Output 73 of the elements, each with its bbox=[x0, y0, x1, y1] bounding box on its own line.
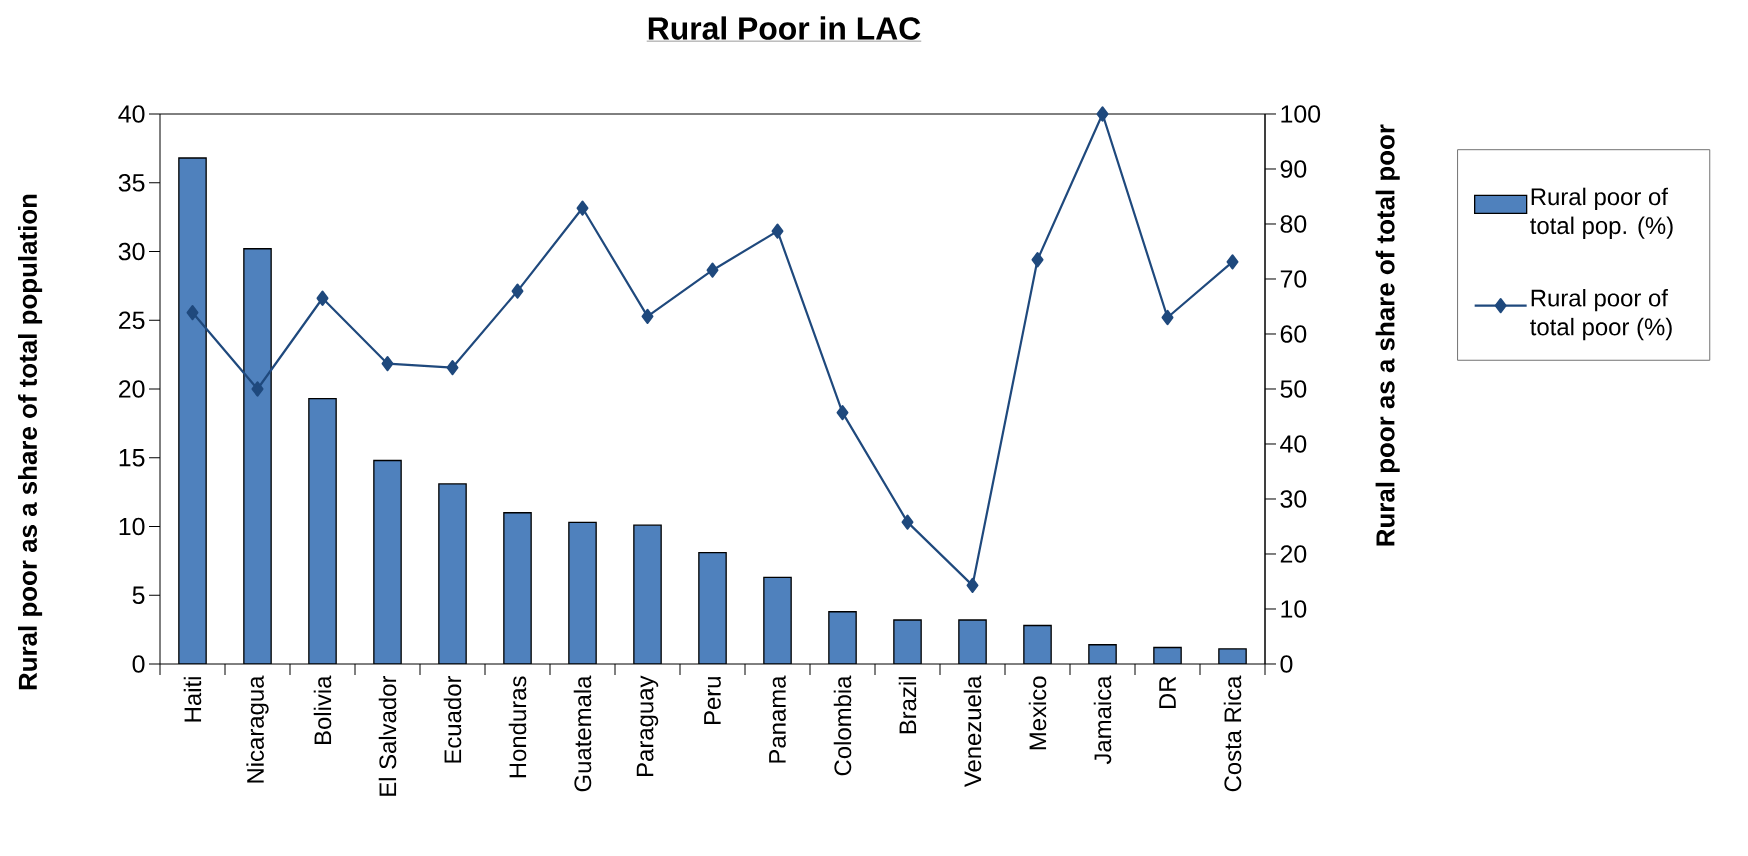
point bbox=[251, 381, 264, 397]
point bbox=[901, 514, 914, 530]
point bbox=[1031, 252, 1044, 268]
x-tick-label: Guatemala bbox=[573, 675, 592, 792]
bar bbox=[828, 611, 857, 664]
y-tick-label: 20 bbox=[119, 380, 145, 398]
point bbox=[186, 304, 199, 321]
y2-axis-title: Rural poor as a share of total poor bbox=[1375, 124, 1400, 546]
point bbox=[1226, 254, 1239, 270]
point bbox=[641, 308, 654, 324]
bar bbox=[178, 157, 207, 664]
x-tick-label: El Salvador bbox=[378, 675, 397, 796]
x-tick-label: Venezuela bbox=[963, 675, 982, 788]
bar bbox=[503, 512, 532, 664]
x-tick-label: Peru bbox=[704, 677, 721, 725]
x-tick-label: Jamaica bbox=[1093, 675, 1112, 765]
y-tick-label: 40 bbox=[118, 105, 145, 123]
y2-tick-label: 100 bbox=[1281, 105, 1321, 123]
bar bbox=[308, 397, 337, 664]
y-tick-label: 5 bbox=[132, 586, 145, 604]
bar bbox=[633, 524, 662, 664]
y-tick-label: 30 bbox=[118, 242, 145, 261]
y2-tick-label: 0 bbox=[1280, 655, 1293, 673]
point bbox=[966, 577, 979, 593]
y2-tick-label: 10 bbox=[1281, 600, 1307, 618]
point bbox=[381, 356, 394, 372]
chart-title: Rural Poor in LAC bbox=[648, 16, 921, 40]
x-tick-label: Costa Rica bbox=[1223, 675, 1242, 792]
point bbox=[836, 405, 849, 421]
bar bbox=[373, 459, 402, 664]
bar bbox=[698, 551, 727, 664]
x-tick-label: Honduras bbox=[508, 676, 527, 778]
y-tick-label: 25 bbox=[119, 311, 145, 330]
x-tick-label: Paraguay bbox=[636, 675, 659, 776]
y-axis-title: Rural poor as a share of total population bbox=[17, 194, 43, 690]
x-tick-label: Bolivia bbox=[313, 675, 332, 744]
x-tick-label: DR bbox=[1159, 676, 1176, 709]
bar bbox=[958, 619, 987, 664]
point bbox=[1096, 106, 1109, 122]
x-tick-label: Nicaragua bbox=[246, 675, 269, 783]
y2-tick-label: 60 bbox=[1280, 325, 1307, 343]
point bbox=[511, 283, 524, 299]
point bbox=[1161, 309, 1174, 326]
x-tick-label: Colombia bbox=[833, 675, 852, 776]
y2-tick-label: 70 bbox=[1280, 270, 1307, 288]
x-tick-label: Mexico bbox=[1028, 676, 1047, 750]
y2-tick-label: 50 bbox=[1280, 380, 1307, 398]
bar bbox=[438, 483, 467, 664]
point bbox=[576, 200, 589, 216]
bar bbox=[1023, 624, 1052, 664]
legend-label: Rural poor of total poor (%) bbox=[1530, 288, 1672, 341]
x-tick-label: Panama bbox=[769, 675, 786, 763]
x-tick-label: Ecuador bbox=[443, 675, 462, 763]
x-tick-label: Brazil bbox=[898, 677, 917, 734]
x-tick-label: Haiti bbox=[183, 677, 202, 722]
y2-tick-label: 90 bbox=[1280, 160, 1307, 178]
y-tick-label: 15 bbox=[119, 449, 145, 467]
bar bbox=[568, 521, 597, 664]
point bbox=[446, 359, 459, 376]
y-tick-label: 0 bbox=[132, 655, 145, 673]
y-tick-label: 10 bbox=[119, 517, 145, 536]
point bbox=[706, 262, 719, 278]
point bbox=[771, 223, 784, 239]
y2-tick-label: 80 bbox=[1280, 215, 1307, 233]
y2-tick-label: 20 bbox=[1280, 545, 1307, 563]
point bbox=[316, 290, 329, 306]
bar bbox=[763, 576, 792, 664]
bar bbox=[893, 619, 922, 664]
y2-tick-label: 30 bbox=[1280, 490, 1307, 508]
y2-tick-label: 40 bbox=[1280, 435, 1307, 453]
bar bbox=[243, 248, 272, 664]
y-tick-label: 35 bbox=[118, 173, 145, 192]
legend-label: Rural poor of total pop. (%) bbox=[1530, 187, 1673, 239]
